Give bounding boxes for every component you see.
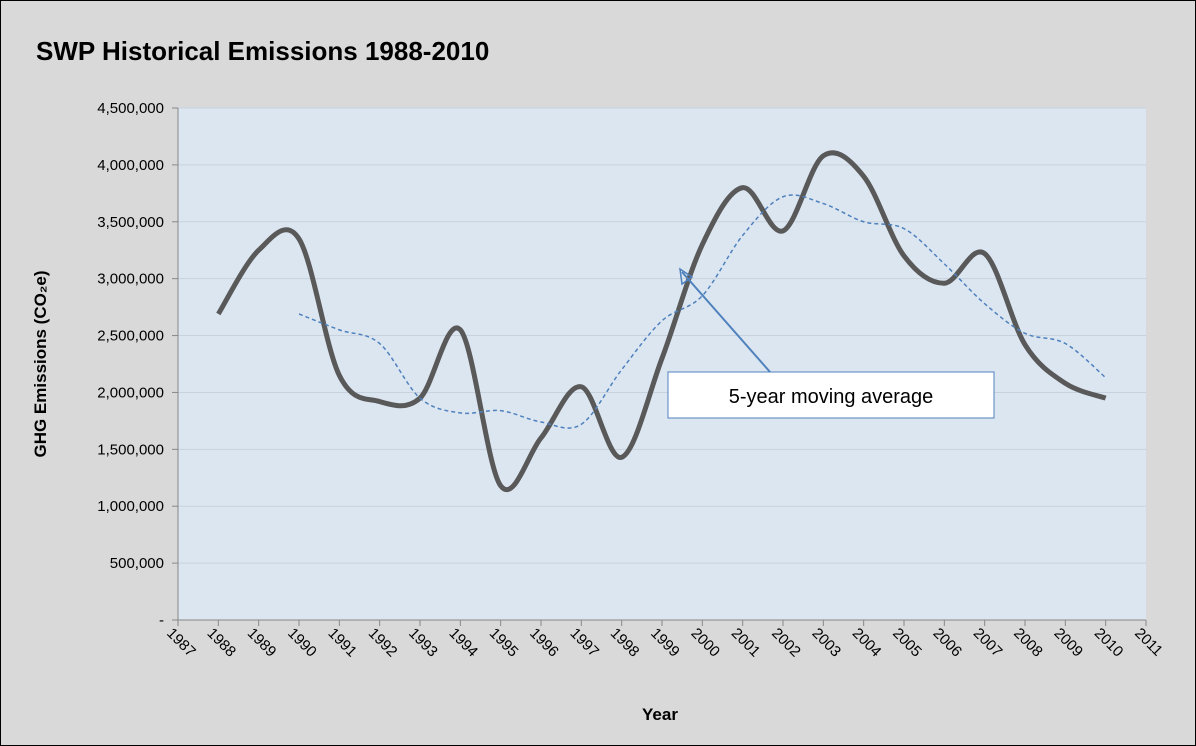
y-tick-label: 3,000,000 — [97, 271, 164, 288]
y-tick-label: 1,000,000 — [97, 498, 164, 515]
y-tick-label: 2,000,000 — [97, 384, 164, 401]
y-tick-label: 1,500,000 — [97, 441, 164, 458]
y-tick-label: - — [159, 612, 164, 629]
line-series — [216, 150, 1107, 492]
y-tick-label: 2,500,000 — [97, 328, 164, 345]
line-series — [298, 194, 1107, 429]
annotation-arrow — [681, 271, 771, 373]
y-tick-label: 4,500,000 — [97, 100, 164, 117]
y-tick-label: 3,500,000 — [97, 214, 164, 231]
y-tick-label: 500,000 — [110, 555, 164, 572]
annotation-arrowhead — [679, 267, 694, 286]
annotation-box — [667, 371, 995, 419]
annotation-text: 5-year moving average — [729, 386, 934, 408]
x-axis-label: Year — [642, 705, 678, 724]
y-tick-label: 4,000,000 — [97, 157, 164, 174]
y-axis-label: GHG Emissions (CO₂e) — [31, 270, 50, 457]
chart-title: SWP Historical Emissions 1988-2010 — [36, 36, 489, 66]
